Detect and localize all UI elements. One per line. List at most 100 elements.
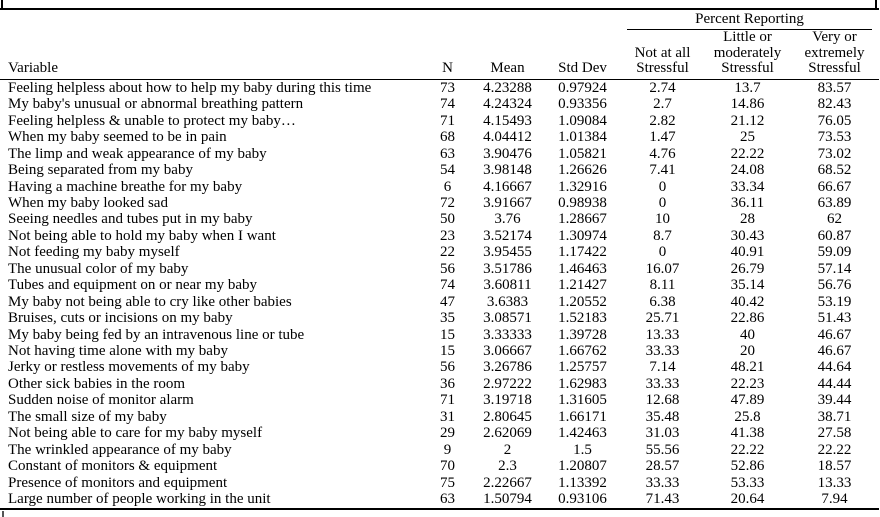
table-row: Other sick babies in the room 36 2.97222 1.… [0, 376, 879, 392]
pct-not-at-all-cell: 7.14 [649, 359, 676, 376]
mean-cell: 4.24324 [483, 96, 532, 113]
table-row: The small size of my baby 31 2.80645 1.6617… [0, 409, 879, 425]
variable-cell: My baby not being able to cry like other… [8, 293, 292, 310]
stddev-cell: 1.26626 [558, 162, 607, 179]
pct-not-at-all-cell: 35.48 [645, 408, 680, 425]
mean-cell: 3.08571 [483, 310, 532, 327]
n-cell: 36 [440, 375, 455, 392]
stddev-cell: 1.5 [573, 441, 592, 458]
pct-not-at-all-cell: 28.57 [645, 458, 680, 475]
mean-cell: 3.19718 [483, 392, 532, 409]
mean-cell: 3.51786 [483, 260, 532, 277]
pct-very-extremely-cell: 51.43 [817, 310, 852, 327]
pct-very-extremely-cell: 46.67 [817, 343, 852, 360]
pct-very-extremely-cell: 60.87 [817, 227, 852, 244]
variable-cell: Feeling helpless about how to help my ba… [8, 79, 372, 96]
pct-little-moderately-cell: 33.34 [730, 178, 765, 195]
table-row: The wrinkled appearance of my baby 9 2 1.5 5… [0, 442, 879, 458]
pct-little-moderately-cell: 21.12 [730, 112, 765, 129]
pct-not-at-all-cell: 6.38 [649, 293, 676, 310]
group-header-percent-reporting: Percent Reporting [620, 9, 879, 30]
n-cell: 29 [440, 425, 455, 442]
pct-very-extremely-cell: 7.94 [821, 491, 848, 508]
pct-very-extremely-cell: 18.57 [817, 458, 852, 475]
table-row: When my baby seemed to be in pain 68 4.044… [0, 129, 879, 145]
pct-not-at-all-cell: 55.56 [645, 441, 680, 458]
pct-little-moderately-cell: 40.91 [730, 244, 765, 261]
stddev-cell: 0.93106 [558, 491, 607, 508]
table-row: Not feeding my baby myself 22 3.95455 1.174… [0, 244, 879, 260]
pct-very-extremely-cell: 73.02 [817, 145, 852, 162]
n-cell: 54 [440, 162, 455, 179]
table-body: Feeling helpless about how to help my ba… [0, 79, 879, 508]
n-cell: 15 [440, 326, 455, 343]
table-row: Sudden noise of monitor alarm 71 3.19718 1.… [0, 392, 879, 408]
mean-cell: 3.33333 [483, 326, 532, 343]
stddev-cell: 1.01384 [558, 129, 607, 146]
n-cell: 71 [440, 112, 455, 129]
stddev-cell: 0.98938 [558, 194, 607, 211]
stddev-cell: 1.28667 [558, 211, 607, 228]
n-cell: 56 [440, 260, 455, 277]
pct-not-at-all-cell: 2.7 [653, 96, 672, 113]
n-cell: 50 [440, 211, 455, 228]
pct-little-moderately-cell: 22.22 [730, 441, 765, 458]
variable-cell: The unusual color of my baby [8, 260, 189, 277]
stddev-cell: 1.39728 [558, 326, 607, 343]
pct-little-moderately-cell: 48.21 [730, 359, 765, 376]
pct-little-moderately-cell: 53.33 [730, 474, 765, 491]
mean-cell: 3.60811 [483, 277, 532, 294]
pct-very-extremely-cell: 44.44 [817, 375, 852, 392]
table-row: My baby's unusual or abnormal breathing … [0, 96, 879, 112]
n-cell: 73 [440, 79, 455, 96]
stddev-cell: 1.30974 [558, 227, 607, 244]
group-header-spacer [0, 9, 620, 30]
mean-cell: 2.80645 [483, 408, 532, 425]
variable-cell: Presence of monitors and equipment [8, 474, 228, 491]
stddev-cell: 0.97924 [558, 79, 607, 96]
pct-very-extremely-cell: 39.44 [817, 392, 852, 409]
pct-not-at-all-cell: 33.33 [645, 375, 680, 392]
pct-not-at-all-cell: 0 [658, 244, 667, 261]
variable-cell: Bruises, cuts or incisions on my baby [8, 310, 233, 327]
variable-cell: Having a machine breathe for my baby [8, 178, 243, 195]
pct-not-at-all-cell: 8.7 [653, 227, 672, 244]
table-row: When my baby looked sad 72 3.91667 0.98938 0… [0, 195, 879, 211]
table-row: Seeing needles and tubes put in my baby 5… [0, 211, 879, 227]
pct-not-at-all-cell: 10 [655, 211, 670, 228]
pct-not-at-all-cell: 2.82 [649, 112, 676, 129]
pct-little-moderately-cell: 52.86 [730, 458, 765, 475]
gridline-artifact-top-right [875, 0, 877, 8]
n-cell: 9 [443, 441, 452, 458]
variable-cell: Other sick babies in the room [8, 375, 186, 392]
pct-very-extremely-cell: 27.58 [817, 425, 852, 442]
n-cell: 31 [440, 408, 455, 425]
pct-not-at-all-cell: 71.43 [645, 491, 680, 508]
stddev-cell: 1.42463 [558, 425, 607, 442]
percent-reporting-label: Percent Reporting [627, 10, 873, 30]
variable-cell: The limp and weak appearance of my baby [8, 145, 267, 162]
column-header-very-extremely-stressful: Very or extremely Stressful [790, 29, 880, 80]
pct-very-extremely-cell: 22.22 [817, 441, 852, 458]
gridline-artifact-bottom-left [2, 511, 4, 517]
pct-very-extremely-cell: 83.57 [817, 79, 852, 96]
n-cell: 56 [440, 359, 455, 376]
pct-little-moderately-cell: 40 [740, 326, 755, 343]
mean-cell: 2.97222 [483, 375, 532, 392]
pct-very-extremely-cell: 62 [827, 211, 842, 228]
stddev-cell: 1.31605 [558, 392, 607, 409]
pct-little-moderately-cell: 25 [740, 129, 755, 146]
pct-very-extremely-cell: 13.33 [817, 474, 852, 491]
variable-cell: Jerky or restless movements of my baby [8, 359, 250, 376]
table-row: Having a machine breathe for my baby 6 4.1… [0, 179, 879, 195]
table-header: Percent Reporting Variable N Mean Std De… [0, 9, 880, 80]
pct-very-extremely-cell: 46.67 [817, 326, 852, 343]
mean-cell: 4.16667 [483, 178, 532, 195]
mean-cell: 2.22667 [483, 474, 532, 491]
stddev-cell: 1.32916 [558, 178, 607, 195]
pct-not-at-all-cell: 7.41 [649, 162, 676, 179]
variable-cell: Large number of people working in the un… [8, 491, 271, 508]
variable-cell: Constant of monitors & equipment [8, 458, 218, 475]
pct-little-moderately-cell: 30.43 [730, 227, 765, 244]
n-cell: 72 [440, 194, 455, 211]
